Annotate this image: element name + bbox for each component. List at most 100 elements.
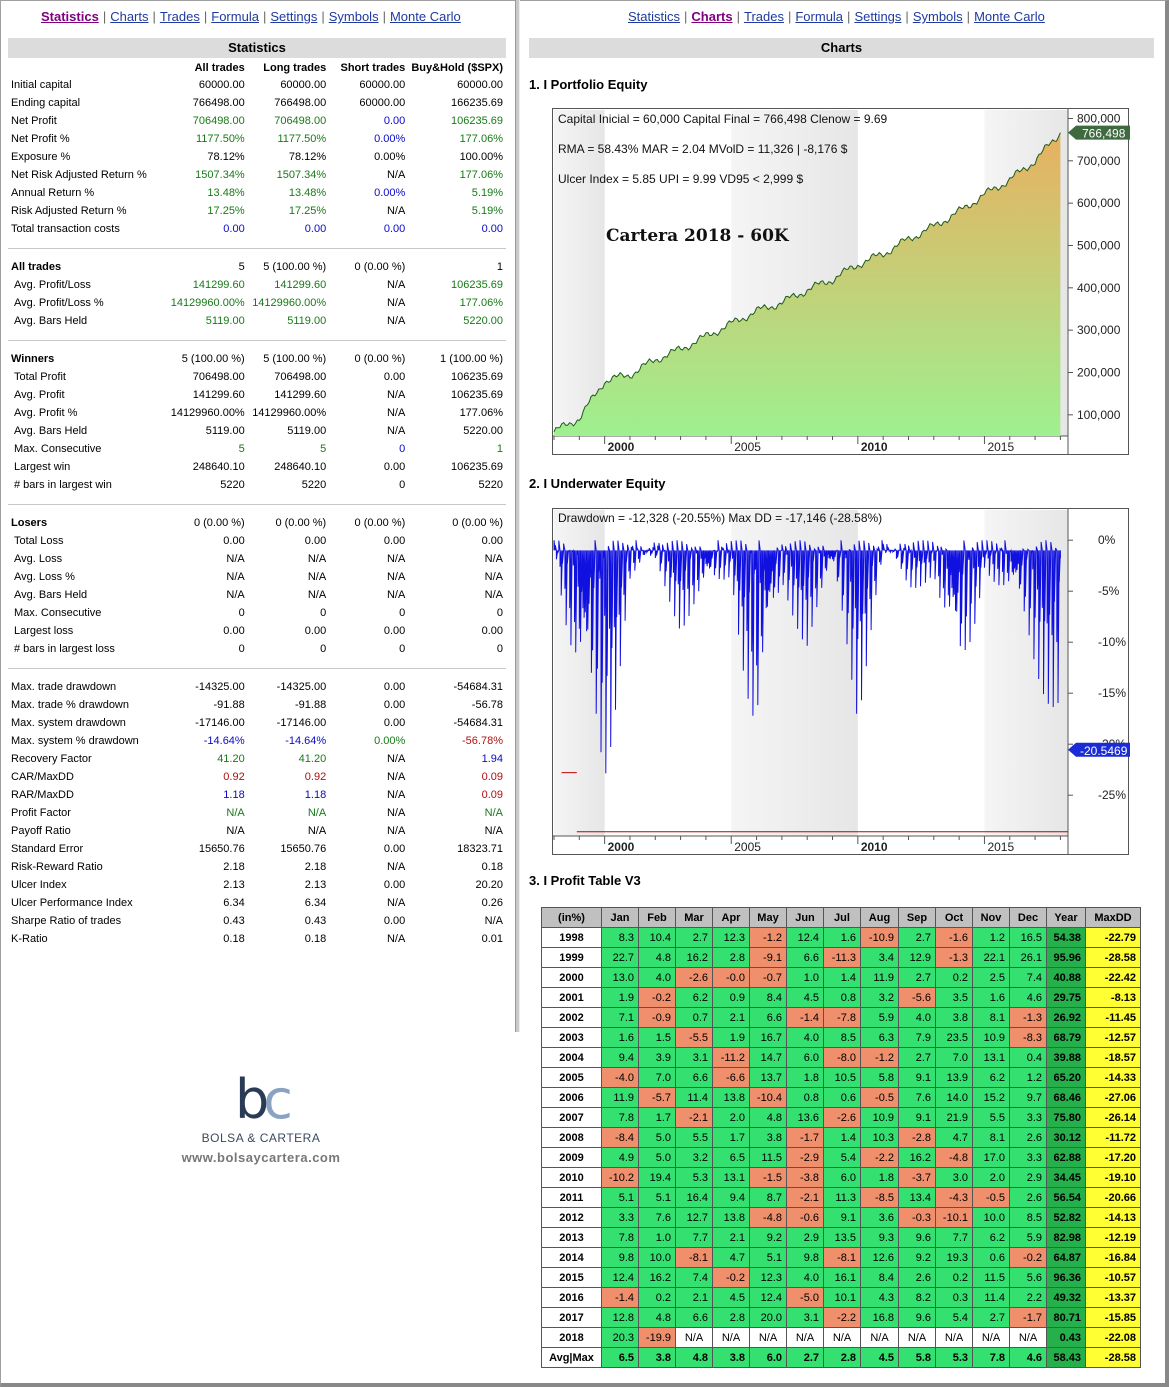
profit-table-cell: 64.87 [1046, 1247, 1086, 1268]
last-value-label: 766,498 [1082, 127, 1126, 141]
stats-row: Risk Adjusted Return % 17.25% 17.25% N/A 5.1… [8, 202, 506, 220]
stats-row-label: Avg. Loss [14, 553, 63, 565]
y-tick-label: 800,000 [1077, 111, 1121, 125]
right-nav-link-statistics[interactable]: Statistics [628, 9, 681, 24]
profit-table-year: 2001 [541, 987, 602, 1008]
stats-value: 141299.60 [192, 279, 245, 291]
underwater-equity-title: 2. I Underwater Equity [529, 476, 666, 491]
profit-table-cell: 3.4 [860, 947, 899, 968]
profit-table-cell: 12.4 [786, 927, 824, 948]
stats-value: 5220 [478, 479, 503, 491]
y-tick-label: -15% [1098, 686, 1126, 700]
left-nav-link-monte-carlo[interactable]: Monte Carlo [389, 9, 461, 24]
right-nav-link-monte-carlo[interactable]: Monte Carlo [974, 9, 1045, 24]
stats-section-divider [8, 238, 506, 258]
profit-table-cell: 2.7 [972, 1307, 1010, 1328]
stats-column-headers: All trades Long trades Short trades Buy&Hol… [8, 60, 506, 76]
profit-table-column-header: Apr [712, 907, 750, 928]
profit-table-cell: 1.9 [601, 987, 639, 1008]
right-nav-link-formula[interactable]: Formula [795, 9, 844, 24]
profit-table-cell: 5.8 [860, 1067, 899, 1088]
stats-value: 5 [238, 261, 245, 273]
stats-value: N/A [307, 553, 327, 565]
pane-splitter[interactable] [515, 0, 520, 1032]
stats-value: N/A [386, 169, 406, 181]
stats-value: 0.00 [383, 371, 406, 383]
stats-row-label: Largest loss [14, 625, 74, 637]
logo-url[interactable]: www.bolsaycartera.com [181, 1150, 341, 1165]
profit-table-cell: 26.1 [1009, 947, 1047, 968]
profit-table-cell: 11.4 [972, 1287, 1010, 1308]
right-nav-link-settings[interactable]: Settings [854, 9, 902, 24]
profit-table-column-header: MaxDD [1085, 907, 1141, 928]
profit-table-cell: 9.6 [898, 1307, 936, 1328]
profit-table-cell: 9.8 [601, 1247, 639, 1268]
stats-value: 0.00 [223, 535, 245, 547]
stats-row: K-Ratio 0.18 0.18 N/A 0.01 [8, 930, 506, 948]
profit-table-cell: -18.57 [1085, 1047, 1141, 1068]
profit-table-cell: 7.4 [1009, 967, 1047, 988]
stats-value: 60000.00 [198, 79, 245, 91]
stats-row: Sharpe Ratio of trades 0.43 0.43 0.00 N/A [8, 912, 506, 930]
profit-table-cell: 1.4 [823, 967, 861, 988]
nav-separator: | [152, 9, 156, 24]
right-nav-link-charts[interactable]: Charts [691, 9, 733, 24]
profit-table-cell: 40.88 [1046, 967, 1086, 988]
stats-row-label: Initial capital [11, 79, 72, 91]
profit-table-cell: 11.9 [601, 1087, 639, 1108]
stats-row-label: Payoff Ratio [11, 825, 71, 837]
stats-value: -54684.31 [453, 681, 503, 693]
underwater-equity-chart: 20002005201020150%-5%-10%-15%-20%-25%-20… [552, 508, 1130, 855]
stats-value: 1177.50% [277, 133, 327, 145]
stats-value: N/A [386, 807, 406, 819]
right-nav-link-symbols[interactable]: Symbols [912, 9, 963, 24]
stats-row-label: K-Ratio [11, 933, 48, 945]
profit-table-cell: 2.6 [1009, 1127, 1047, 1148]
profit-table-cell: -6.6 [712, 1067, 750, 1088]
right-nav-link-trades[interactable]: Trades [743, 9, 784, 24]
stats-value: N/A [484, 807, 503, 819]
profit-table-cell: 2.7 [786, 1347, 824, 1368]
stats-value: 20.20 [475, 879, 503, 891]
stats-value: N/A [386, 571, 406, 583]
profit-table-cell: 13.8 [712, 1087, 750, 1108]
profit-table-cell: 56.54 [1046, 1187, 1086, 1208]
stats-value: 706498.00 [192, 115, 245, 127]
profit-table-cell: -5.7 [638, 1087, 676, 1108]
stats-value: 1.18 [223, 789, 245, 801]
stats-value: 5220.00 [463, 425, 503, 437]
left-nav-link-symbols[interactable]: Symbols [328, 9, 379, 24]
profit-table-cell: 16.2 [638, 1267, 676, 1288]
stats-value: 2.13 [304, 879, 327, 891]
stats-value: 0.00 [304, 223, 327, 235]
stats-value: N/A [386, 825, 406, 837]
left-nav-link-settings[interactable]: Settings [270, 9, 318, 24]
stats-value: 1 (100.00 %) [440, 353, 503, 365]
profit-table-cell: -3.8 [786, 1167, 824, 1188]
profit-table-cell: 2.8 [712, 947, 750, 968]
profit-table-cell: 16.1 [823, 1267, 861, 1288]
profit-table-cell: -16.84 [1085, 1247, 1141, 1268]
profit-table-cell: 5.3 [935, 1347, 973, 1368]
profit-table-summary-row: Avg|Max 6.5 3.8 4.8 3.8 6.0 2.7 2.8 4.5 5.8 5.3 7.8… [541, 1347, 1141, 1368]
stats-value: 0.26 [481, 897, 503, 909]
profit-table-cell: -15.85 [1085, 1307, 1141, 1328]
profit-table-cell: 3.0 [935, 1167, 973, 1188]
left-nav-link-charts[interactable]: Charts [110, 9, 149, 24]
stats-row: Net Profit 706498.00 706498.00 0.00 106235.6… [8, 112, 506, 130]
stats-row: Net Profit % 1177.50% 1177.50% 0.00% 177.06% [8, 130, 506, 148]
profit-table-cell: 1.9 [712, 1027, 750, 1048]
left-nav-link-formula[interactable]: Formula [211, 9, 259, 24]
profit-table-cell: 2.0 [972, 1167, 1010, 1188]
stats-value: 0 [238, 643, 245, 655]
left-nav-link-trades[interactable]: Trades [159, 9, 200, 24]
stats-value: 41.20 [217, 753, 245, 765]
profit-table-cell: 5.0 [638, 1147, 676, 1168]
left-nav-link-statistics[interactable]: Statistics [41, 9, 99, 24]
profit-table-cell: -2.2 [860, 1147, 899, 1168]
portfolio-equity-title: 1. I Portfolio Equity [529, 77, 648, 92]
stats-row-label: Risk Adjusted Return % [11, 205, 127, 217]
stats-row-label: Ulcer Index [11, 879, 67, 891]
profit-table-year: 1999 [541, 947, 602, 968]
